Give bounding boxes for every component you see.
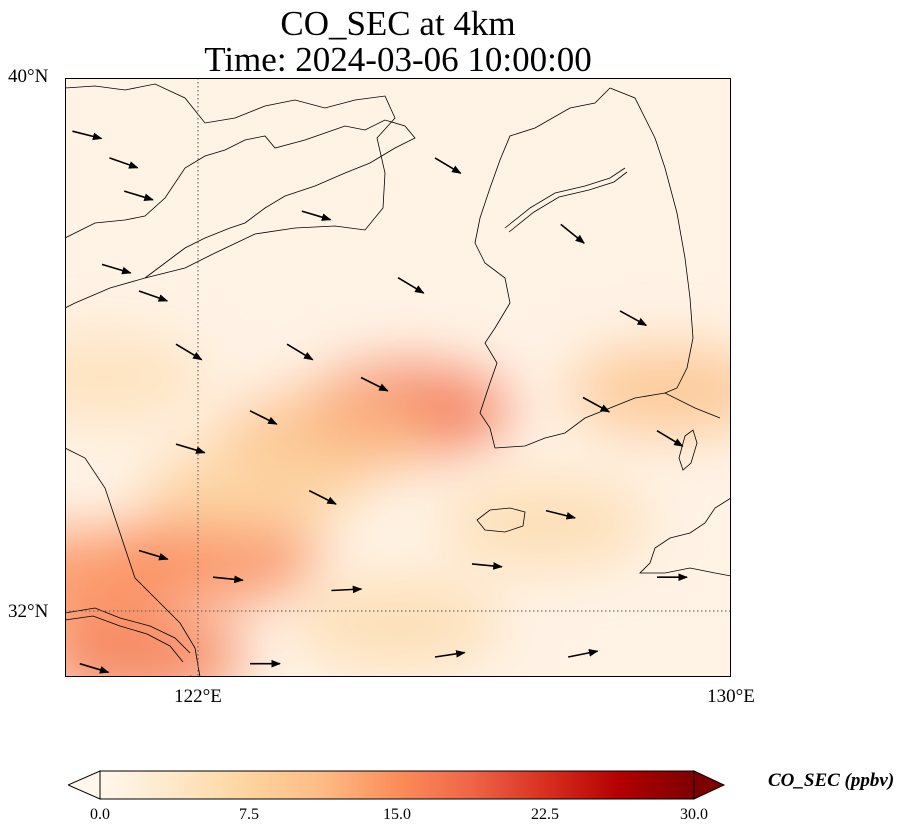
wind-arrow-1 [109,157,139,169]
wind-arrow-0 [72,130,103,141]
map-border [65,78,731,677]
wind-arrow-27 [212,575,244,584]
coastline-liaodong [65,83,396,309]
wind-arrow-11 [301,210,332,221]
field-feature-2 [65,612,244,677]
wind-arrow-14 [619,310,648,327]
field-feature-6 [441,478,651,569]
tsushima-island [678,429,698,471]
field-feature-5 [566,345,731,436]
wind-arrow-5 [175,343,203,361]
map-canvas [65,78,731,677]
wind-arrow-6 [175,443,206,454]
wind-arrow-4 [138,290,169,302]
colorbar-min-extend [68,770,101,800]
wind-arrow-15 [582,396,611,413]
colorbar-tick-1: 7.5 [239,806,259,823]
gridlines [65,78,731,677]
field-feature-7 [145,445,355,536]
wind-arrow-3 [101,263,132,275]
map-panel [65,78,731,677]
colorbar [68,770,726,800]
co-concentration-field [65,332,731,677]
wind-arrow-8 [286,343,314,361]
colorbar-tick-0: 0.0 [90,806,110,823]
wind-arrow-12 [434,157,462,174]
coastline-korea-south [494,392,721,449]
wind-arrow-17 [545,509,577,520]
colorbar-label: CO_SEC (ppbv) [768,770,895,791]
wind-arrow-9 [360,376,389,392]
wind-arrow-16 [656,430,684,447]
wind-arrow-21 [434,650,466,658]
river-boundary [504,167,626,229]
yangtze-estuary [65,607,191,654]
wind-arrow-22 [568,649,599,658]
field-feature-9 [293,578,503,669]
coastline-korea-east [609,87,694,394]
wind-arrow-28 [308,489,337,505]
wind-arrow-25 [79,662,110,674]
colorbar-tick-4: 30.0 [680,806,708,823]
wind-arrow-2 [123,190,154,201]
ytick-40n: 40°N [8,66,49,87]
wind-arrow-10 [397,277,425,294]
xtick-130e: 130°E [707,686,755,707]
xtick-122e: 122°E [174,686,222,707]
river-boundary-inner [508,171,628,233]
wind-vectors [72,130,688,677]
kyushu-coast [639,497,731,577]
yangtze-estuary-inner [65,615,184,663]
colorbar-tick-2: 15.0 [383,806,411,823]
chart-title-line1: CO_SEC at 4km [280,4,516,43]
wind-arrow-18 [471,562,503,570]
colorbar-gradient [99,770,695,800]
colorbar-tick-3: 22.5 [531,806,559,823]
ytick-32n: 32°N [8,601,49,622]
field-feature-8 [65,332,207,423]
jeju-island [476,507,526,533]
colorbar-max-extend [693,770,726,800]
coastline-korea-west [474,87,611,449]
wind-arrow-19 [331,585,363,594]
wind-arrow-13 [560,223,585,244]
coastline-china-east [65,447,201,677]
wind-arrow-7 [249,410,278,425]
wind-arrow-26 [138,549,169,561]
coastlines [65,83,731,677]
chart-title-line2: Time: 2024-03-06 10:00:00 [204,40,592,79]
coastline-shandong [65,119,416,279]
